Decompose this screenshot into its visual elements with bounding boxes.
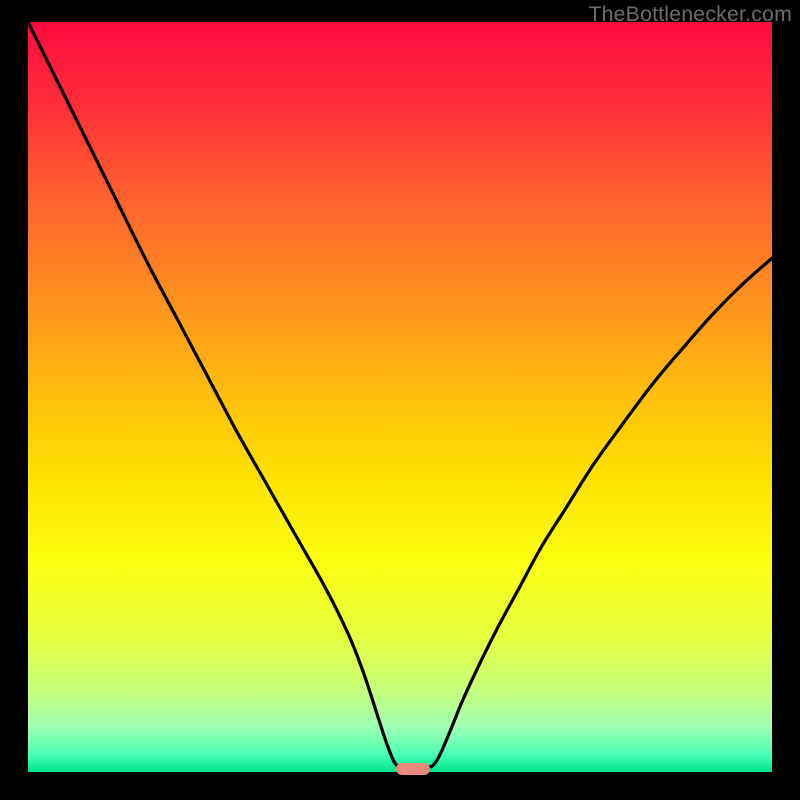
curve-path — [28, 22, 772, 767]
optimal-marker — [396, 763, 430, 776]
plot-area — [28, 22, 772, 772]
watermark-text: TheBottlenecker.com — [588, 2, 792, 27]
canvas: TheBottlenecker.com — [0, 0, 800, 800]
bottleneck-curve — [28, 22, 772, 772]
